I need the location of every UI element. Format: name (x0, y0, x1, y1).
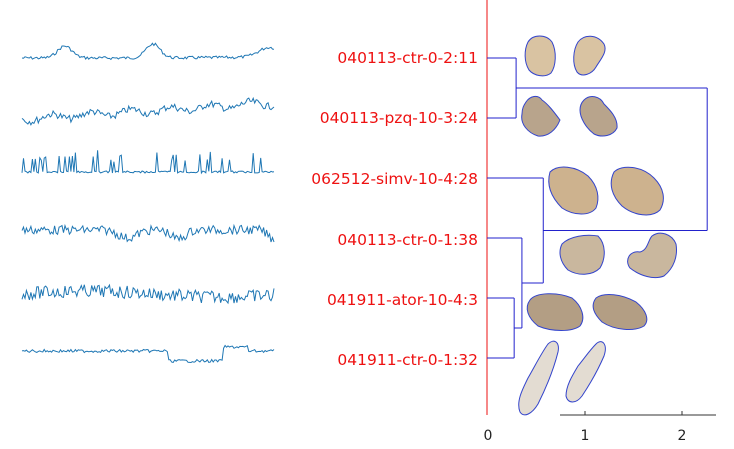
signal-trace (21, 223, 275, 243)
signal-trace (21, 344, 275, 364)
cell-shape (524, 35, 556, 77)
cell-images (518, 35, 677, 416)
signal-trace (21, 42, 275, 61)
signal-trace (21, 283, 275, 305)
signal-trace (21, 150, 275, 175)
sample-labels: 040113-ctr-0-2:11 040113-pzq-10-3:24 062… (311, 49, 478, 369)
sample-label: 062512-simv-10-4:28 (311, 170, 478, 188)
cell-shape (548, 166, 599, 215)
cell-shape (565, 341, 606, 403)
x-axis: 0 1 2 (484, 411, 716, 444)
cell-shape (573, 35, 606, 76)
x-tick-label: 1 (581, 428, 590, 444)
sample-label: 041911-ctr-0-1:32 (337, 351, 478, 369)
sample-label: 040113-ctr-0-2:11 (337, 49, 478, 67)
cell-shape (627, 232, 677, 279)
x-tick-label: 0 (484, 428, 493, 444)
signal-trace (21, 96, 275, 126)
sample-label: 040113-ctr-0-1:38 (337, 231, 478, 249)
cell-shape (559, 234, 605, 275)
sample-label: 040113-pzq-10-3:24 (320, 109, 478, 127)
cell-shape (518, 340, 559, 416)
cell-shape (521, 95, 561, 137)
cell-shape (526, 293, 584, 331)
x-tick-label: 2 (678, 428, 687, 444)
sample-label: 041911-ator-10-4:3 (327, 291, 478, 309)
cell-shape (592, 294, 648, 330)
dendrogram-tree (487, 57, 708, 359)
cell-shape (579, 96, 618, 137)
cell-shape (610, 166, 664, 216)
trace-panel (21, 42, 275, 364)
